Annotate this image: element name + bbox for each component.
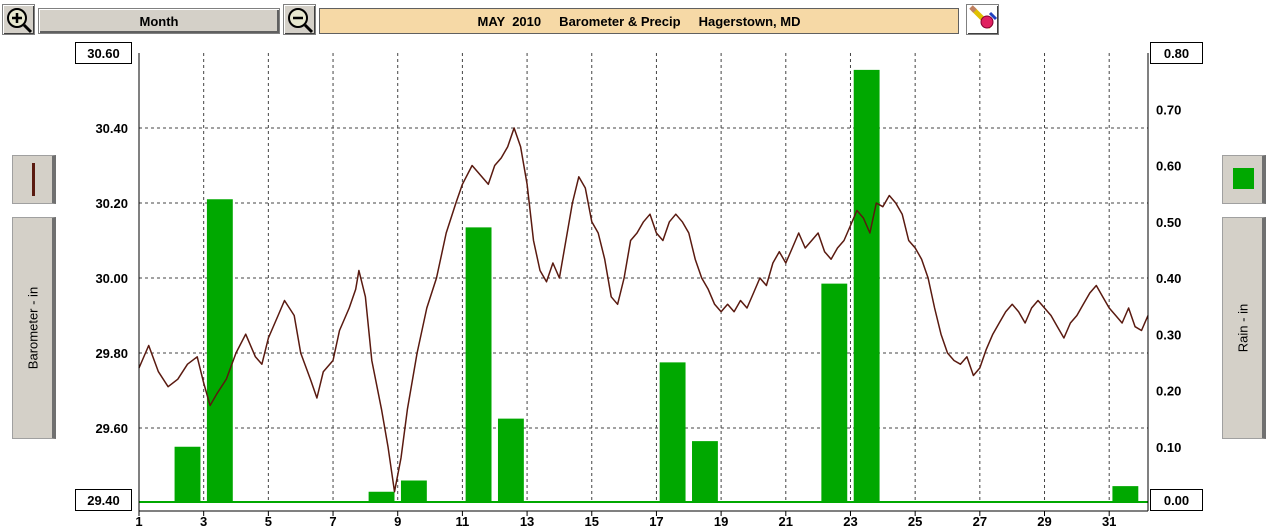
chart-title-bar: MAY 2010 Barometer & Precip Hagerstown, … bbox=[319, 8, 959, 34]
barometer-tick-labels: 30.40 30.20 30.00 29.80 29.60 bbox=[95, 121, 128, 436]
rain-bar bbox=[692, 441, 718, 503]
rain-bar bbox=[174, 446, 201, 503]
rain-bar bbox=[465, 227, 492, 503]
day-tick-label: 19 bbox=[714, 514, 728, 529]
rain-tick-label: 0.20 bbox=[1156, 384, 1181, 399]
day-tick-label: 27 bbox=[973, 514, 987, 529]
barometer-tick-label: 30.20 bbox=[95, 196, 128, 211]
barometer-tick-label: 30.40 bbox=[95, 121, 128, 136]
day-tick-label: 21 bbox=[779, 514, 793, 529]
day-tick-labels: 1 3 5 7 9 11 13 15 17 19 21 23 25 27 29 31 bbox=[135, 511, 1116, 529]
rain-tick-label: 0.50 bbox=[1156, 215, 1181, 230]
rain-bar bbox=[659, 362, 686, 503]
barometer-tick-label: 29.80 bbox=[95, 346, 128, 361]
rain-bar bbox=[206, 199, 233, 503]
eraser-pencil-icon bbox=[969, 5, 998, 29]
day-tick-label: 3 bbox=[200, 514, 207, 529]
rain-bar bbox=[853, 69, 880, 503]
day-tick-label: 11 bbox=[456, 514, 470, 529]
barometer-top-value: 30.60 bbox=[75, 42, 132, 64]
rain-tick-label: 0.30 bbox=[1156, 327, 1181, 342]
zoom-in-button[interactable] bbox=[2, 4, 35, 35]
rain-bar bbox=[368, 491, 395, 503]
day-tick-label: 29 bbox=[1037, 514, 1051, 529]
day-tick-label: 15 bbox=[585, 514, 599, 529]
rain-bar bbox=[400, 480, 427, 503]
day-tick-label: 7 bbox=[329, 514, 336, 529]
day-tick-label: 25 bbox=[908, 514, 922, 529]
tool-button[interactable] bbox=[966, 4, 999, 35]
rain-bars bbox=[174, 69, 1139, 503]
rain-bar-swatch bbox=[1233, 168, 1254, 189]
rain-axis-panel[interactable]: Rain - in bbox=[1222, 217, 1266, 439]
zoom-in-icon bbox=[7, 8, 33, 34]
barometer-axis-panel[interactable]: Barometer - in bbox=[12, 217, 56, 439]
day-tick-label: 23 bbox=[843, 514, 857, 529]
barometer-line bbox=[138, 127, 1149, 493]
rain-tick-label: 0.40 bbox=[1156, 271, 1181, 286]
chart-axes bbox=[138, 53, 1149, 512]
period-selector-button[interactable]: Month bbox=[38, 8, 280, 34]
rain-series-toggle[interactable] bbox=[1222, 155, 1266, 204]
rain-tick-label: 0.70 bbox=[1156, 102, 1181, 117]
day-tick-label: 1 bbox=[135, 514, 142, 529]
rain-bar bbox=[821, 283, 848, 503]
rain-tick-label: 0.60 bbox=[1156, 159, 1181, 174]
rain-bottom-value: 0.00 bbox=[1150, 489, 1203, 511]
day-tick-label: 13 bbox=[520, 514, 534, 529]
day-tick-label: 17 bbox=[649, 514, 663, 529]
day-tick-label: 5 bbox=[265, 514, 272, 529]
day-tick-label: 31 bbox=[1102, 514, 1116, 529]
day-tick-label: 9 bbox=[394, 514, 401, 529]
chart-grid bbox=[139, 53, 1148, 503]
zoom-out-icon bbox=[288, 8, 314, 34]
rain-bar bbox=[497, 418, 524, 503]
rain-tick-label: 0.10 bbox=[1156, 440, 1181, 455]
rain-bar bbox=[1112, 486, 1139, 503]
zoom-out-button[interactable] bbox=[283, 4, 316, 35]
rain-top-value: 0.80 bbox=[1150, 42, 1203, 64]
barometer-line-swatch bbox=[32, 163, 35, 196]
barometer-tick-label: 30.00 bbox=[95, 271, 128, 286]
barometer-bottom-value: 29.40 bbox=[75, 489, 132, 511]
rain-tick-labels: 0.70 0.60 0.50 0.40 0.30 0.20 0.10 bbox=[1156, 102, 1181, 455]
barometer-tick-label: 29.60 bbox=[95, 421, 128, 436]
barometer-series-toggle[interactable] bbox=[12, 155, 56, 204]
